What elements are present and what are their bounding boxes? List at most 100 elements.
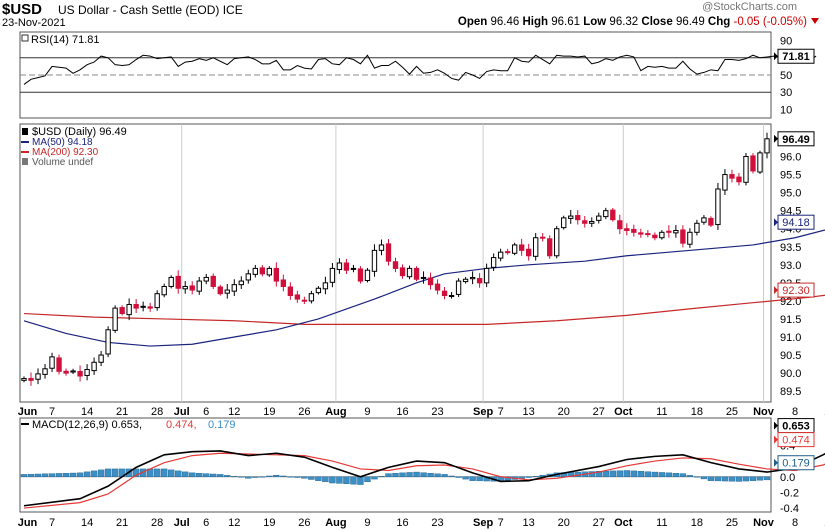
chart-date: 23-Nov-2021 <box>2 17 66 29</box>
candle-body <box>329 267 336 283</box>
macd-histogram-bar <box>245 476 252 479</box>
x-tick-label: 9 <box>364 406 370 418</box>
x-tick-label: 8 <box>792 406 798 418</box>
candle-body <box>736 176 742 183</box>
hist-last-value-pointer <box>774 458 778 467</box>
candle-body <box>56 357 62 372</box>
x-tick-label-bottom: Oct <box>614 517 633 529</box>
macd-histogram-bar <box>336 476 343 484</box>
x-tick-label-bottom: 12 <box>228 517 240 529</box>
down-arrow-icon <box>811 18 819 24</box>
price-legend-2: MA(200) 92.30 <box>32 147 99 158</box>
candle-body <box>119 307 125 315</box>
macd-histogram-bar <box>154 468 161 477</box>
candle-body <box>21 378 27 381</box>
macd-histogram-bar <box>616 470 623 477</box>
candle-body <box>631 228 637 233</box>
candle-body <box>147 306 153 309</box>
x-tick-label: Oct <box>614 406 633 418</box>
macd-histogram-bar <box>427 473 434 477</box>
macd-histogram-bar <box>595 471 602 477</box>
candle-body <box>715 188 721 226</box>
candle-body <box>743 155 749 183</box>
candle-body <box>568 215 574 219</box>
x-tick-label-bottom: 25 <box>726 517 738 529</box>
candle-body <box>490 257 497 268</box>
candle-body <box>63 370 69 374</box>
candle-body <box>462 278 469 283</box>
macd-histogram-bar <box>111 468 119 477</box>
chart-header: $USD US Dollar - Cash Settle (EOD) ICE 2… <box>0 0 825 32</box>
macd-histogram-bar <box>672 473 680 477</box>
macd-histogram-bar <box>637 471 645 477</box>
x-tick-label: 6 <box>203 406 209 418</box>
candle-body <box>364 269 371 282</box>
x-tick-label-bottom: Sep <box>473 517 493 529</box>
candle-body <box>547 238 553 257</box>
candle-body <box>645 233 651 236</box>
macd-histogram-bar <box>280 475 287 477</box>
candle-body <box>231 284 237 292</box>
open-value: 96.46 <box>490 16 520 28</box>
macd-tick-label: -0.2 <box>780 487 799 499</box>
candle-body <box>35 373 41 380</box>
macd-histogram-bar <box>399 472 406 477</box>
signal-last-value: 0.474 <box>782 435 810 447</box>
candle-body <box>385 243 392 262</box>
macd-histogram-bar <box>224 475 231 477</box>
macd-histogram-bar <box>343 476 350 485</box>
macd-histogram-bar <box>266 475 273 477</box>
candle-body <box>603 210 609 218</box>
candle-body <box>540 236 546 239</box>
candle-body <box>70 370 76 373</box>
open-label: Open <box>457 16 488 28</box>
x-tick-label: 7 <box>498 406 504 418</box>
candle-body <box>659 231 665 239</box>
ma200-last-value: 92.30 <box>782 285 810 297</box>
candle-body <box>441 290 448 296</box>
macd-histogram-bar <box>455 476 462 478</box>
candle-body <box>84 369 90 376</box>
candle-body <box>98 354 104 363</box>
macd-histogram-bar <box>210 473 217 477</box>
candle-body <box>610 209 616 221</box>
macd-histogram-bar <box>434 473 441 477</box>
candle-body <box>154 293 160 309</box>
price-tick-label: 92.0 <box>780 296 801 308</box>
candle-body <box>476 278 483 284</box>
x-tick-label: 19 <box>263 406 275 418</box>
macd-histogram-bar <box>97 469 105 477</box>
macd-histogram-bar <box>315 476 322 481</box>
macd-histogram-bar <box>728 476 736 482</box>
volume-legend-swatch <box>22 158 28 165</box>
candle-body <box>526 248 532 257</box>
candle-body <box>687 231 693 245</box>
macd-histogram-bar <box>294 476 301 478</box>
x-tick-label-bottom: Aug <box>325 517 346 529</box>
macd-histogram-bar <box>83 471 91 477</box>
x-tick-label: 13 <box>523 406 535 418</box>
macd-histogram-bar <box>41 473 49 477</box>
macd-last-value: 0.653 <box>782 421 810 433</box>
price-tick-label: 94.5 <box>780 206 801 218</box>
macd-histogram-bar <box>756 476 764 481</box>
candle-body <box>203 276 209 282</box>
x-tick-label: 25 <box>726 406 738 418</box>
candle-body <box>175 275 181 289</box>
candle-body <box>764 138 770 154</box>
candle-body <box>420 276 427 279</box>
macd-histogram-bar <box>406 472 413 477</box>
candle-body <box>28 378 34 381</box>
candle-body <box>701 217 707 223</box>
macd-histogram-bar <box>161 468 168 477</box>
macd-histogram-bar <box>469 476 476 481</box>
price-tick-label: 89.5 <box>780 386 801 398</box>
macd-histogram-bar <box>168 469 175 477</box>
x-tick-label-bottom: 14 <box>81 517 93 529</box>
x-tick-label-bottom: Jun <box>18 517 38 529</box>
macd-histogram-bar <box>20 474 28 477</box>
price-legend-1: MA(50) 94.18 <box>32 137 93 148</box>
candle-body <box>308 293 315 302</box>
price-last-close-pointer <box>774 134 778 143</box>
rsi-last-value: 71.81 <box>782 51 810 63</box>
